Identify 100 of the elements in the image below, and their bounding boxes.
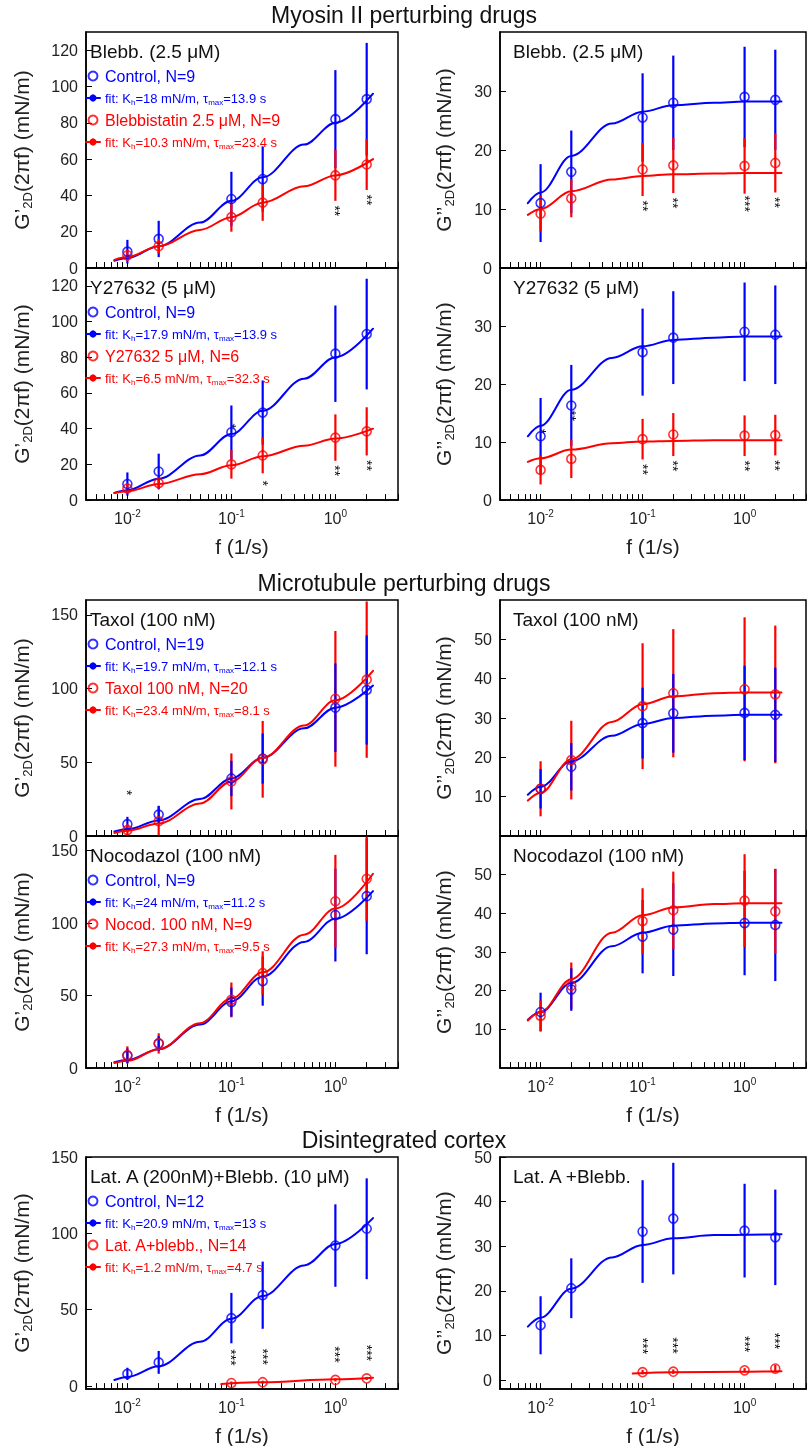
y-tick-label: 0 xyxy=(483,491,493,509)
y-tick-label: 0 xyxy=(483,1371,493,1389)
y-tick-label: 0 xyxy=(69,491,79,509)
chart-title: Blebb. (2.5 μM) xyxy=(513,41,644,62)
y-tick-label: 30 xyxy=(474,943,493,961)
legend-label: Control, N=19 xyxy=(105,635,205,653)
y-tick-label: 10 xyxy=(474,433,493,451)
chart-title: Taxol (100 nM) xyxy=(90,609,216,630)
annotation: * xyxy=(254,480,271,487)
y-tick-label: 0 xyxy=(69,259,79,277)
text: Myosin II perturbing drugs xyxy=(270,1,538,29)
x-axis-title: f (1/s) xyxy=(626,534,680,558)
y-tick-label: 120 xyxy=(51,277,79,295)
x-axis-title: f (1/s) xyxy=(215,1102,269,1126)
y-tick-label: 60 xyxy=(60,384,79,402)
y-axis-title: G’2D(2πf) (mN/m) xyxy=(9,1193,35,1353)
y-tick-label: 50 xyxy=(474,1148,493,1166)
y-tick-label: 50 xyxy=(474,630,493,648)
annotation: ** xyxy=(665,197,682,210)
annotation: * xyxy=(532,428,549,435)
y-tick-label: 150 xyxy=(51,606,79,624)
y-tick-label: 0 xyxy=(69,1377,79,1395)
y-tick-label: 60 xyxy=(60,150,79,168)
annotation: ** xyxy=(634,200,651,213)
annotation: ** xyxy=(327,465,344,477)
y-tick-label: 10 xyxy=(474,1020,493,1038)
y-tick-label: 20 xyxy=(474,982,493,1000)
y-tick-label: 0 xyxy=(69,1059,79,1077)
y-tick-label: 20 xyxy=(60,223,79,241)
y-tick-label: 10 xyxy=(474,1327,493,1345)
text: Lat. A +Blebb. xyxy=(513,1166,631,1187)
y-tick-label: 50 xyxy=(60,753,79,771)
text: Nocodazol (100 nM) xyxy=(513,845,685,866)
y-tick-label: 20 xyxy=(474,1282,493,1300)
y-tick-label: 100 xyxy=(51,914,79,932)
y-tick-label: 150 xyxy=(51,842,79,860)
annotation: ** xyxy=(358,460,375,472)
text: Lat. A (200nM)+Blebb. (10 μM) xyxy=(90,1166,350,1187)
annotation: *** xyxy=(665,1337,682,1355)
x-axis-title: f (1/s) xyxy=(215,1423,269,1446)
annotation: ** xyxy=(767,197,784,209)
annotation: ** xyxy=(767,459,784,472)
legend-label: Y27632 5 μM, N=6 xyxy=(105,347,240,365)
y-tick-label: 20 xyxy=(474,141,493,159)
text: Y27632 (5 μM) xyxy=(90,277,217,298)
x-axis-title: f (1/s) xyxy=(626,1423,680,1446)
y-axis-title: G’2D(2πf) (mN/m) xyxy=(9,304,35,464)
y-tick-label: 40 xyxy=(60,420,79,438)
annotation: ** xyxy=(358,194,375,206)
x-axis-title: f (1/s) xyxy=(215,534,269,558)
annotation: *** xyxy=(254,1348,271,1366)
annotation: *** xyxy=(223,1349,240,1367)
annotation: ** xyxy=(665,460,682,472)
y-tick-label: 30 xyxy=(474,1237,493,1255)
legend-label: Lat. A+blebb., N=14 xyxy=(105,1236,247,1254)
y-tick-label: 0 xyxy=(483,259,493,277)
legend-label: Control, N=9 xyxy=(105,303,196,321)
text: Nocodazol (100 nM) xyxy=(90,845,262,866)
y-tick-label: 30 xyxy=(474,82,493,100)
y-tick-label: 150 xyxy=(51,1148,79,1166)
annotation: *** xyxy=(767,1332,784,1350)
annotation: *** xyxy=(358,1344,375,1362)
legend-label: Taxol 100 nM, N=20 xyxy=(105,679,248,697)
text: Taxol (100 nM) xyxy=(513,609,639,630)
y-tick-label: 20 xyxy=(474,748,493,766)
y-tick-label: 20 xyxy=(474,375,493,393)
annotation: ** xyxy=(634,464,651,476)
annotation: *** xyxy=(736,1335,753,1353)
y-tick-label: 50 xyxy=(474,866,493,884)
y-tick-label: 100 xyxy=(51,77,79,95)
y-tick-label: 100 xyxy=(51,313,79,331)
chart-title: Y27632 (5 μM) xyxy=(513,277,640,298)
y-tick-label: 40 xyxy=(60,186,79,204)
annotation: * xyxy=(119,790,136,797)
legend-label: Nocod. 100 nM, N=9 xyxy=(105,915,253,933)
annotation: *** xyxy=(634,1337,651,1355)
y-tick-label: 100 xyxy=(51,680,79,697)
y-axis-title: G’’2D(2πf) (mN/m) xyxy=(431,870,457,1034)
y-axis-title: G’’2D(2πf) (mN/m) xyxy=(431,302,457,466)
y-tick-label: 30 xyxy=(474,709,493,727)
legend-label: Blebbistatin 2.5 μM, N=9 xyxy=(105,111,281,129)
y-axis-title: G’’2D(2πf) (mN/m) xyxy=(431,636,457,800)
y-tick-label: 50 xyxy=(60,1301,79,1319)
y-tick-label: 30 xyxy=(474,317,493,335)
y-axis-title: G’2D(2πf) (mN/m) xyxy=(9,872,35,1032)
x-axis-title: f (1/s) xyxy=(626,1102,680,1126)
legend-label: Control, N=12 xyxy=(105,1192,205,1210)
y-axis-title: G’2D(2πf) (mN/m) xyxy=(9,70,35,230)
text: Microtubule perturbing drugs xyxy=(256,569,552,597)
y-tick-label: 120 xyxy=(51,41,79,59)
annotation: ** xyxy=(736,460,753,472)
y-tick-label: 20 xyxy=(60,455,79,473)
y-tick-label: 40 xyxy=(474,1193,493,1211)
y-axis-title: G’’2D(2πf) (mN/m) xyxy=(431,68,457,232)
y-tick-label: 40 xyxy=(474,904,493,922)
annotation: *** xyxy=(327,1346,344,1364)
y-tick-label: 10 xyxy=(474,788,493,806)
y-tick-label: 80 xyxy=(60,114,79,132)
y-tick-label: 0 xyxy=(69,827,79,845)
y-tick-label: 50 xyxy=(60,987,79,1005)
